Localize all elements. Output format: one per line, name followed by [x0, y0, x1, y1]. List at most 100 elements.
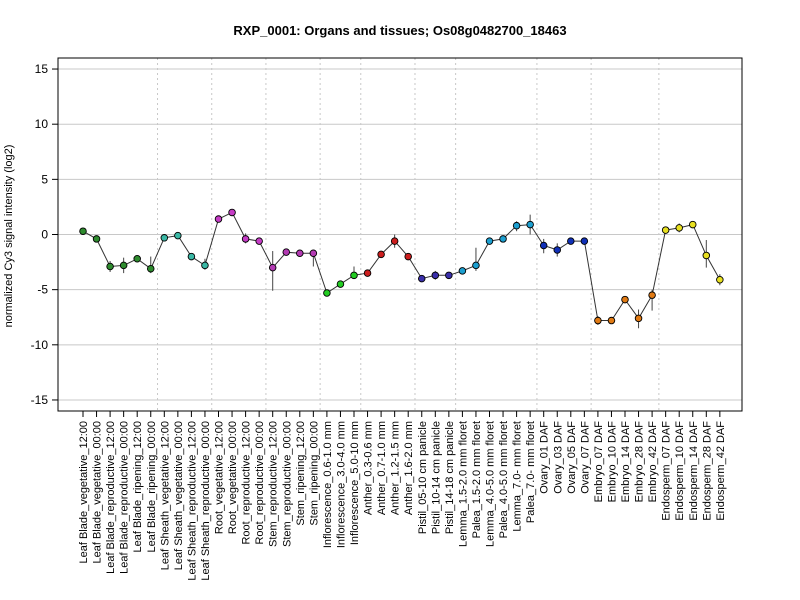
series-line-layer [82, 211, 721, 321]
data-point [539, 241, 548, 250]
data-point [119, 261, 128, 270]
data-point [621, 295, 629, 304]
x-tick-label: Leaf Blade_vegetative_00:00 [92, 421, 104, 564]
x-tick-label: Lemma_4.0-5.0 mm floret [485, 421, 497, 547]
data-point [607, 316, 616, 325]
x-tick-label: Inflorescence_5.0-10 mm [349, 421, 361, 545]
data-point [133, 255, 141, 263]
y-tick-label: 15 [35, 62, 49, 76]
data-point [241, 235, 250, 243]
data-point [404, 252, 412, 261]
x-tick-label: Endosperm_42 DAF [715, 421, 727, 521]
data-point [92, 235, 101, 243]
data-point [336, 280, 345, 288]
data-point [255, 237, 263, 245]
x-tick-label: Leaf Blade_ripening_00:00 [146, 421, 158, 553]
x-tick-label: Embryo_10 DAF [607, 421, 619, 503]
x-tick-label: Stem_reproductive_00:00 [281, 421, 293, 547]
x-tick-label: Anther_1.6-2.0 mm [403, 421, 415, 515]
y-axis-label: normalized Cy3 signal intensity (log2) [3, 145, 15, 328]
data-point [458, 267, 467, 275]
data-point [282, 248, 291, 256]
data-point [512, 221, 521, 230]
data-point [526, 220, 534, 229]
series-line [82, 211, 721, 321]
x-tick-label: Palea_4.0-5.0 mm floret [498, 421, 510, 538]
x-tick-label: Anther_1.2-1.5 mm [390, 421, 402, 515]
x-tick-label: Leaf Blade_vegetative_12:00 [78, 421, 90, 564]
x-tick-label: Endosperm_28 DAF [701, 421, 713, 521]
y-tick-label: -15 [31, 393, 49, 407]
x-tick-label: Inflorescence_0.6-1.0 mm [322, 421, 334, 548]
x-tick-label: Palea_1.5-2.0 mm floret [471, 421, 483, 538]
data-point [716, 275, 724, 284]
y-tick-label: 0 [41, 228, 48, 242]
x-tick-label: Ovary_03 DAF [552, 421, 564, 494]
y-tick-label: 5 [41, 172, 48, 186]
data-point [499, 235, 507, 243]
x-tick-label: Embryo_42 DAF [647, 421, 659, 503]
data-point [689, 220, 697, 229]
x-tick-label: Stem_ripening_12:00 [295, 421, 307, 526]
data-point [702, 251, 711, 260]
data-point-layer [79, 208, 724, 325]
data-point [661, 226, 670, 234]
x-tick-label: Lemma_7.0- mm floret [512, 421, 524, 532]
data-point [323, 289, 331, 297]
data-point [187, 252, 196, 261]
data-point [214, 215, 223, 223]
data-point [634, 314, 643, 323]
x-tick-label: Leaf Sheath_reproductive_00:00 [200, 421, 212, 581]
x-tick-label: Leaf Sheath_vegetative_00:00 [173, 421, 185, 570]
data-point [418, 274, 426, 283]
x-tick-label: Ovary_01 DAF [539, 421, 551, 494]
x-tick-label: Palea_7.0- mm floret [525, 421, 537, 523]
data-point [309, 249, 318, 258]
error-bar-layer [82, 211, 721, 329]
x-tick-label: Anther_0.3-0.6 mm [363, 421, 375, 515]
y-tick-label: -10 [31, 338, 49, 352]
x-tick-label: Root_reproductive_00:00 [254, 421, 266, 545]
x-tick-label: Ovary_05 DAF [566, 421, 578, 494]
x-tick-label: Root_reproductive_12:00 [241, 421, 253, 545]
y-tick-label: 10 [35, 117, 49, 131]
data-point [675, 224, 683, 232]
data-point [445, 271, 453, 280]
x-tick-label: Endosperm_14 DAF [688, 421, 700, 521]
x-tick-label: Leaf Blade_reproductive_00:00 [119, 421, 131, 574]
data-point [228, 208, 236, 217]
data-point [594, 316, 602, 325]
data-point [363, 269, 372, 277]
data-point [350, 271, 358, 280]
x-tick-label: Pistil_14-18 cm panicle [444, 421, 456, 534]
x-tick-label: Anther_0.7-1.0 mm [376, 421, 388, 515]
x-axis: Leaf Blade_vegetative_12:00 Leaf Blade_ve… [78, 411, 727, 581]
grid-layer [58, 68, 742, 401]
data-point [567, 237, 575, 245]
data-point [106, 262, 114, 271]
data-point [648, 291, 656, 299]
x-tick-label: Endosperm_10 DAF [674, 421, 686, 521]
data-point [472, 261, 480, 270]
x-tick-label: Pistil_05-10 cm panicle [417, 421, 429, 534]
x-tick-label: Inflorescence_3.0-4.0 mm [335, 421, 347, 548]
data-point [431, 271, 440, 280]
y-axis: -15 -10 -5 0 5 10 15 [31, 62, 58, 407]
data-point [553, 246, 562, 254]
x-tick-label: Leaf Sheath_vegetative_12:00 [159, 421, 171, 570]
data-point [79, 227, 87, 235]
data-point [201, 261, 209, 270]
data-point [268, 263, 277, 272]
chart-title: RXP_0001: Organs and tissues; Os08g04827… [233, 23, 566, 38]
x-tick-label: Lemma_1.5-2.0 mm floret [457, 421, 469, 547]
data-point [160, 234, 169, 242]
x-tick-label: Embryo_28 DAF [634, 421, 646, 503]
x-tick-label: Leaf Blade_reproductive_12:00 [105, 421, 117, 574]
data-point [377, 250, 385, 259]
data-point [296, 249, 304, 258]
x-tick-label: Embryo_14 DAF [620, 421, 632, 503]
x-tick-label: Embryo_07 DAF [593, 421, 605, 503]
data-point [390, 237, 399, 245]
x-tick-label: Pistil_10-14 cm panicle [430, 421, 442, 534]
data-point [174, 231, 182, 240]
